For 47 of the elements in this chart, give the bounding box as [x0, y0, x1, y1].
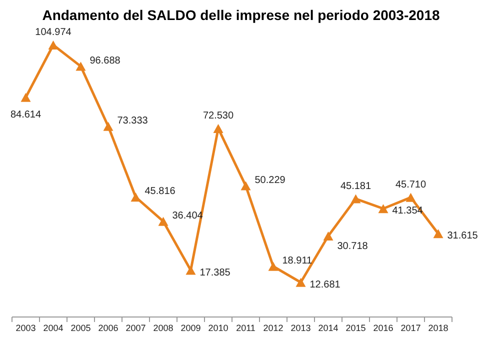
- x-tick-label: 2006: [98, 323, 118, 333]
- data-label: 50.229: [254, 174, 286, 186]
- x-tick-label: 2007: [126, 323, 146, 333]
- data-label: 73.333: [117, 115, 148, 126]
- point: [48, 40, 58, 50]
- data-label: 12.681: [310, 279, 341, 290]
- data-label: 30.718: [337, 240, 368, 252]
- x-tick-label: 2009: [180, 323, 201, 333]
- data-label: 17.385: [200, 267, 231, 278]
- x-tick-label: 2005: [70, 323, 91, 333]
- data-label: 96.688: [90, 55, 121, 66]
- point: [350, 194, 361, 204]
- data-label: 84.614: [10, 109, 42, 120]
- point: [240, 181, 251, 190]
- x-tick-label: 2018: [428, 323, 448, 333]
- x-tick-label: 2011: [236, 323, 256, 333]
- point: [76, 62, 86, 71]
- data-label: 45.710: [395, 179, 426, 190]
- point: [158, 216, 168, 226]
- x-tick-label: 2012: [263, 323, 284, 333]
- data-label: 18.911: [282, 255, 313, 266]
- point: [268, 262, 278, 271]
- x-tick-label: 2010: [208, 323, 228, 333]
- point: [323, 231, 334, 240]
- point: [406, 192, 416, 202]
- data-label: 104.974: [35, 27, 72, 38]
- x-tick-label: 2004: [43, 323, 64, 333]
- point: [130, 192, 141, 202]
- x-tick-label: 2014: [318, 323, 338, 333]
- point: [433, 229, 444, 238]
- data-label: 45.816: [144, 186, 176, 198]
- x-tick-label: 2008: [153, 323, 174, 333]
- point: [20, 92, 31, 102]
- x-tick-label: 2017: [400, 323, 421, 333]
- point: [378, 204, 388, 214]
- point: [186, 266, 196, 275]
- x-tick-label: 2016: [373, 323, 394, 333]
- data-label: 45.181: [340, 180, 372, 192]
- data-label: 72.530: [202, 110, 234, 122]
- chart-title: Andamento del SALDO delle imprese nel periodo 2003-2018: [42, 7, 440, 23]
- x-tick-label: 2015: [346, 323, 366, 333]
- data-label: 31.615: [447, 230, 478, 242]
- point: [296, 278, 306, 287]
- x-tick-label: 2003: [16, 323, 36, 333]
- point: [213, 124, 224, 133]
- x-tick-label: 2013: [290, 323, 311, 333]
- point: [103, 122, 114, 131]
